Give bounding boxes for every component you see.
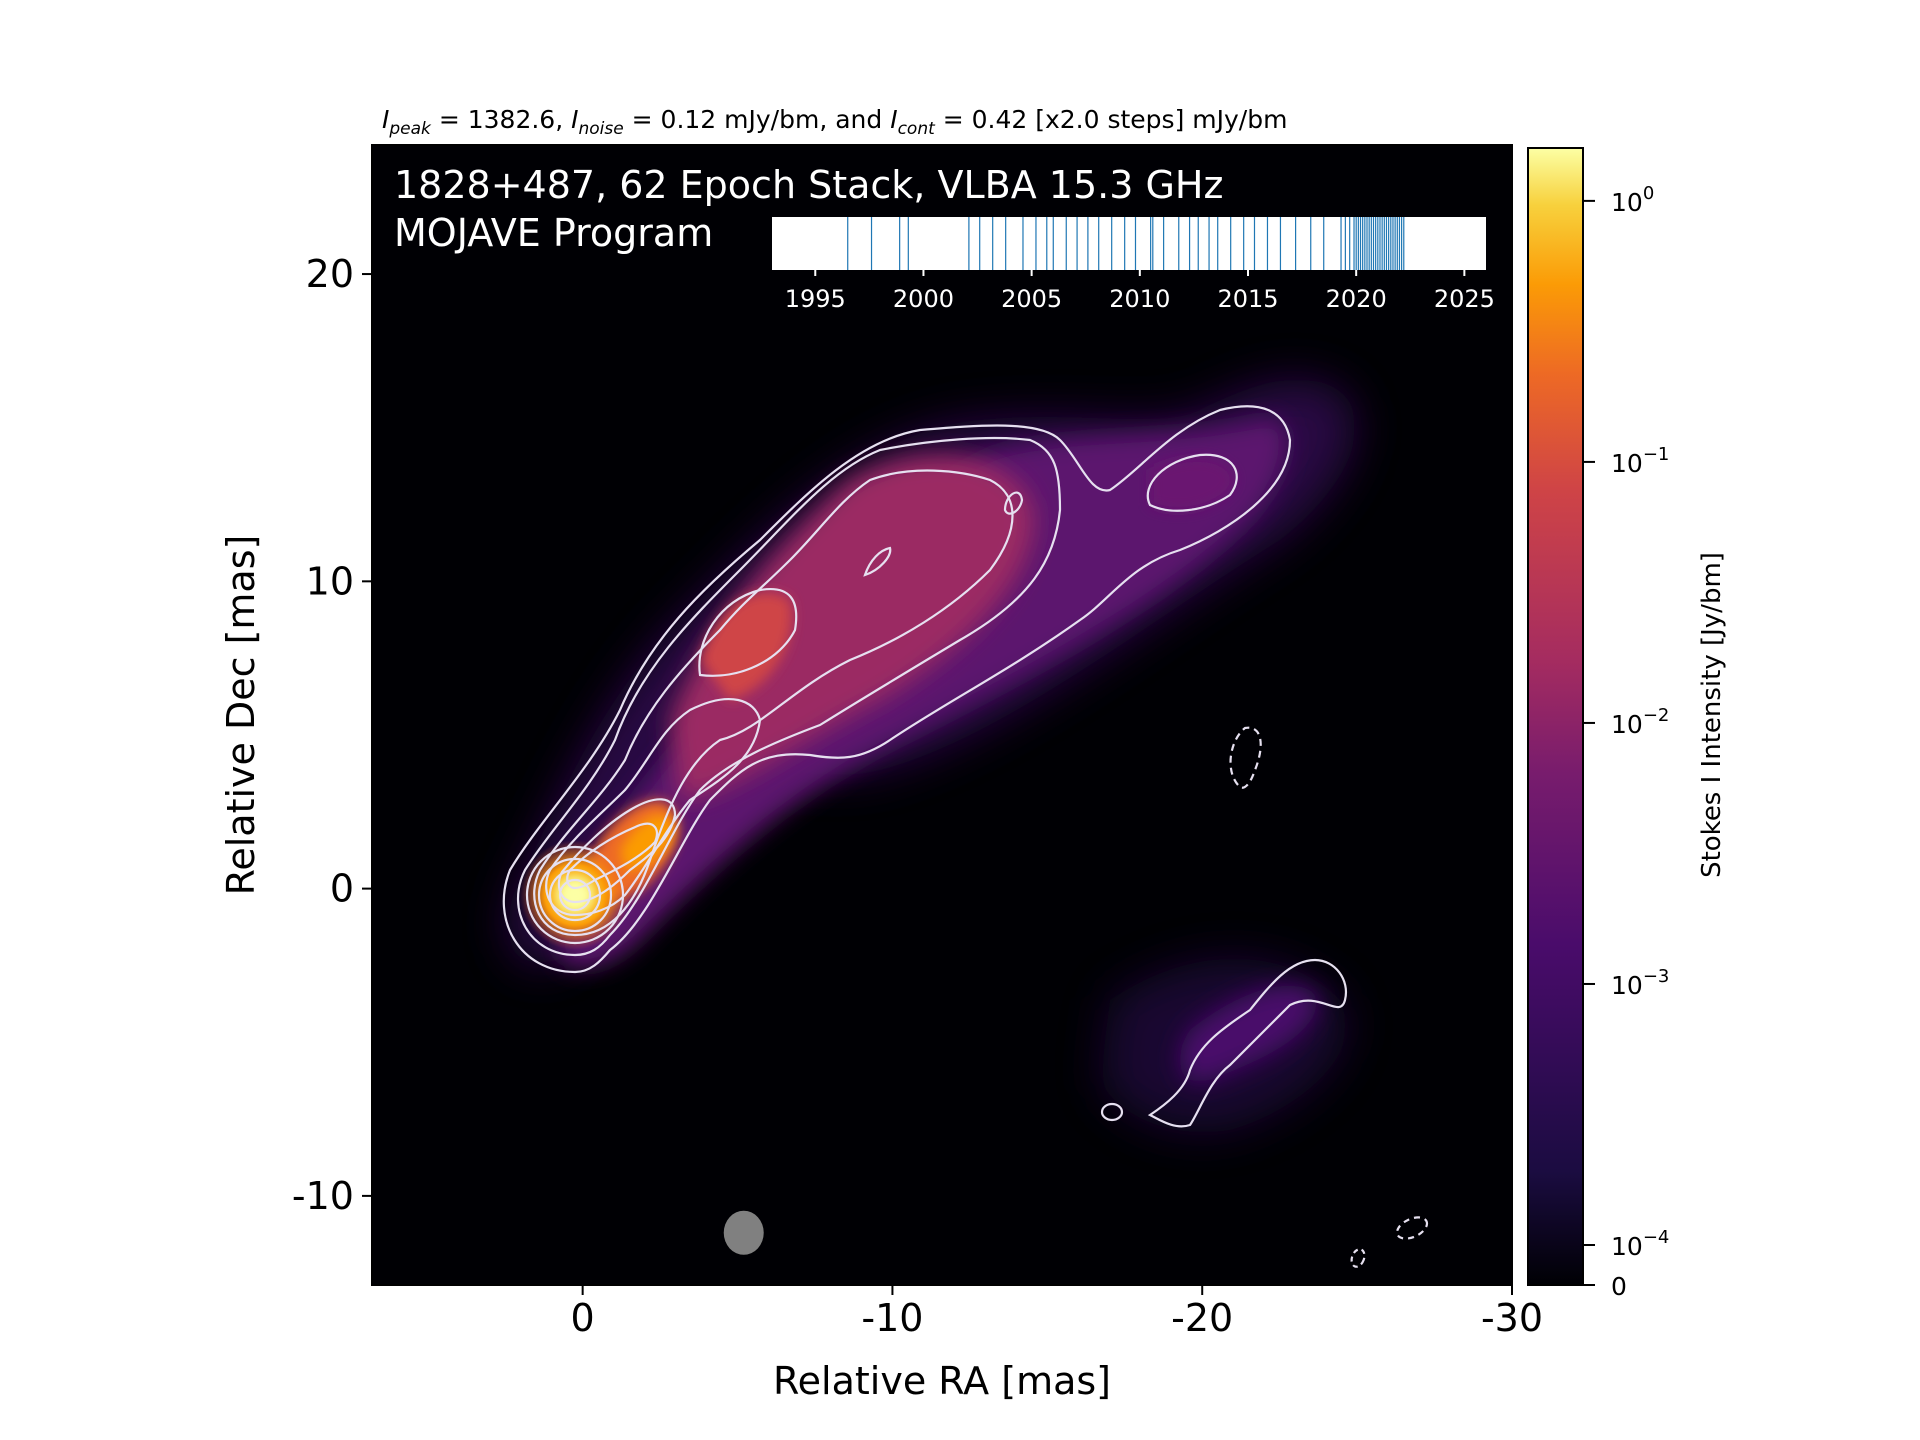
contour-core-3: [548, 868, 602, 922]
timeline-tick-label: 2000: [893, 285, 954, 313]
y-tick-label: 0: [330, 867, 354, 911]
colorbar-tick-label: 10−4: [1611, 1227, 1669, 1261]
colorbar-tick-label: 0: [1611, 1272, 1627, 1301]
contour-negative-3: [1350, 1248, 1366, 1268]
annotation-line-1: 1828+487, 62 Epoch Stack, VLBA 15.3 GHz: [394, 163, 1223, 207]
timeline-background: [772, 217, 1486, 270]
y-tick-label: 10: [306, 559, 354, 603]
contour-level-4: [545, 698, 762, 917]
timeline-tick-label: 2005: [1001, 285, 1062, 313]
contour-core-1: [525, 845, 625, 945]
colorbar: 100 10−1 10−2 10−3 10−4 0 Stokes I Intensity …: [1527, 147, 1727, 1301]
x-axis-label: Relative RA [mas]: [773, 1359, 1111, 1403]
contour-level-5: [557, 798, 677, 904]
y-tick-label: 20: [306, 252, 354, 296]
timeline-tick-label: 2015: [1217, 285, 1278, 313]
contour-south: [1147, 958, 1348, 1128]
colorbar-label: Stokes I Intensity [Jy/bm]: [1697, 552, 1727, 878]
contour-level-2: [516, 436, 1062, 957]
timeline-tick-label: 2020: [1326, 285, 1387, 313]
plot-area: 1828+487, 62 Epoch Stack, VLBA 15.3 GHz …: [292, 144, 1543, 1340]
x-tick-label: 0: [571, 1296, 595, 1340]
contour-knot-c: [1003, 491, 1024, 515]
colorbar-tick-label: 10−2: [1611, 705, 1669, 739]
contour-south-knot: [1100, 1102, 1124, 1122]
x-tick-label: -30: [1481, 1296, 1543, 1340]
contour-knot-a: [698, 587, 798, 677]
contour-knot-b: [863, 546, 892, 577]
contour-level-3: [533, 469, 1014, 937]
beam-ellipse: [723, 1210, 764, 1255]
contour-lines: [502, 405, 1429, 1268]
timeline-tick-label: 2025: [1434, 285, 1495, 313]
colorbar-gradient: [1527, 147, 1584, 1286]
colorbar-tick-label: 10−3: [1611, 966, 1669, 1000]
timeline-tick-label: 2010: [1109, 285, 1170, 313]
colorbar-tick-label: 10−1: [1611, 444, 1669, 478]
plot-frame: [371, 144, 1513, 1286]
x-tick-label: -20: [1171, 1296, 1233, 1340]
y-axis-label: Relative Dec [mas]: [219, 535, 263, 896]
chart-title: Ipeak = 1382.6, Inoise = 0.12 mJy/bm, an…: [382, 105, 1287, 139]
contour-negative-1: [1229, 726, 1262, 789]
contour-core-2: [537, 857, 613, 933]
contour-level-1: [502, 405, 1292, 974]
timeline-tick-label: 1995: [785, 285, 846, 313]
contour-negative-2: [1395, 1216, 1429, 1240]
y-tick-label: -10: [292, 1174, 354, 1218]
x-tick-label: -10: [861, 1296, 923, 1340]
epoch-timeline: 1995 2000 2005 2010 2015 2020 2025: [772, 217, 1495, 313]
contour-knot-d: [1146, 453, 1238, 512]
annotation-line-2: MOJAVE Program: [394, 211, 713, 255]
colorbar-tick-label: 100: [1611, 183, 1654, 217]
contour-core-4: [558, 878, 592, 912]
